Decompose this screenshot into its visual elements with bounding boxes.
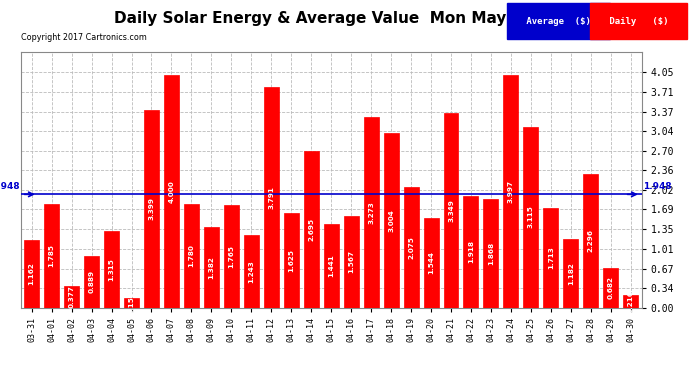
Bar bbox=[64, 286, 79, 308]
Bar bbox=[24, 240, 39, 308]
Text: 0.682: 0.682 bbox=[608, 276, 613, 299]
Text: 1.162: 1.162 bbox=[29, 262, 34, 285]
Bar bbox=[124, 298, 139, 307]
Bar bbox=[444, 113, 458, 308]
Bar bbox=[424, 218, 439, 308]
Text: 1.382: 1.382 bbox=[208, 256, 215, 279]
Bar bbox=[184, 204, 199, 308]
Text: Average  ($): Average ($) bbox=[521, 17, 596, 26]
Bar bbox=[524, 126, 538, 308]
Bar bbox=[384, 133, 399, 308]
Bar bbox=[464, 196, 478, 308]
Text: 1.441: 1.441 bbox=[328, 254, 334, 277]
Bar bbox=[104, 231, 119, 308]
Text: 1.868: 1.868 bbox=[488, 242, 494, 265]
Bar bbox=[543, 208, 558, 308]
Text: 3.115: 3.115 bbox=[528, 206, 534, 228]
Text: 1.243: 1.243 bbox=[248, 260, 255, 283]
Bar bbox=[563, 239, 578, 308]
Text: 3.997: 3.997 bbox=[508, 180, 514, 203]
Text: 2.695: 2.695 bbox=[308, 217, 314, 241]
Bar bbox=[164, 75, 179, 307]
Text: 0.377: 0.377 bbox=[68, 285, 75, 308]
Text: 4.000: 4.000 bbox=[168, 180, 175, 203]
Text: 2.296: 2.296 bbox=[588, 230, 594, 252]
Bar bbox=[324, 224, 339, 308]
Bar bbox=[204, 227, 219, 308]
Text: 0.156: 0.156 bbox=[128, 291, 135, 315]
Text: 1.713: 1.713 bbox=[548, 246, 554, 269]
Bar bbox=[484, 199, 498, 308]
Text: 3.273: 3.273 bbox=[368, 201, 374, 224]
Bar bbox=[623, 295, 638, 307]
Bar bbox=[264, 87, 279, 308]
Bar bbox=[404, 187, 419, 308]
Text: 1.544: 1.544 bbox=[428, 251, 434, 274]
Text: 1.948: 1.948 bbox=[642, 182, 671, 191]
Bar bbox=[344, 216, 359, 308]
Text: 1.918: 1.918 bbox=[468, 240, 474, 263]
Bar bbox=[284, 213, 299, 308]
Text: 1.182: 1.182 bbox=[568, 262, 574, 285]
Text: Daily Solar Energy & Average Value  Mon May 1 19:36: Daily Solar Energy & Average Value Mon M… bbox=[114, 11, 576, 26]
Bar bbox=[603, 268, 618, 308]
Text: 3.349: 3.349 bbox=[448, 199, 454, 222]
Text: 1.785: 1.785 bbox=[49, 244, 55, 267]
Bar bbox=[304, 151, 319, 308]
Bar bbox=[583, 174, 598, 308]
Bar bbox=[244, 235, 259, 308]
Text: 0.889: 0.889 bbox=[88, 270, 95, 293]
Text: 3.004: 3.004 bbox=[388, 209, 394, 232]
Text: Daily   ($): Daily ($) bbox=[604, 17, 673, 26]
Text: 2.075: 2.075 bbox=[408, 236, 414, 259]
Bar bbox=[84, 256, 99, 308]
Text: 1.625: 1.625 bbox=[288, 249, 294, 272]
Text: 1.948: 1.948 bbox=[0, 182, 20, 191]
Bar bbox=[144, 110, 159, 308]
Text: 1.315: 1.315 bbox=[108, 258, 115, 281]
Text: Copyright 2017 Cartronics.com: Copyright 2017 Cartronics.com bbox=[21, 33, 146, 42]
Text: 1.780: 1.780 bbox=[188, 244, 195, 267]
Text: 0.216: 0.216 bbox=[628, 290, 633, 313]
Bar bbox=[44, 204, 59, 308]
Bar bbox=[364, 117, 379, 308]
Bar bbox=[224, 205, 239, 308]
Text: 1.765: 1.765 bbox=[228, 245, 235, 268]
Text: 1.567: 1.567 bbox=[348, 251, 354, 273]
Bar bbox=[504, 75, 518, 308]
Text: 3.399: 3.399 bbox=[148, 197, 155, 220]
Text: 3.791: 3.791 bbox=[268, 186, 275, 209]
